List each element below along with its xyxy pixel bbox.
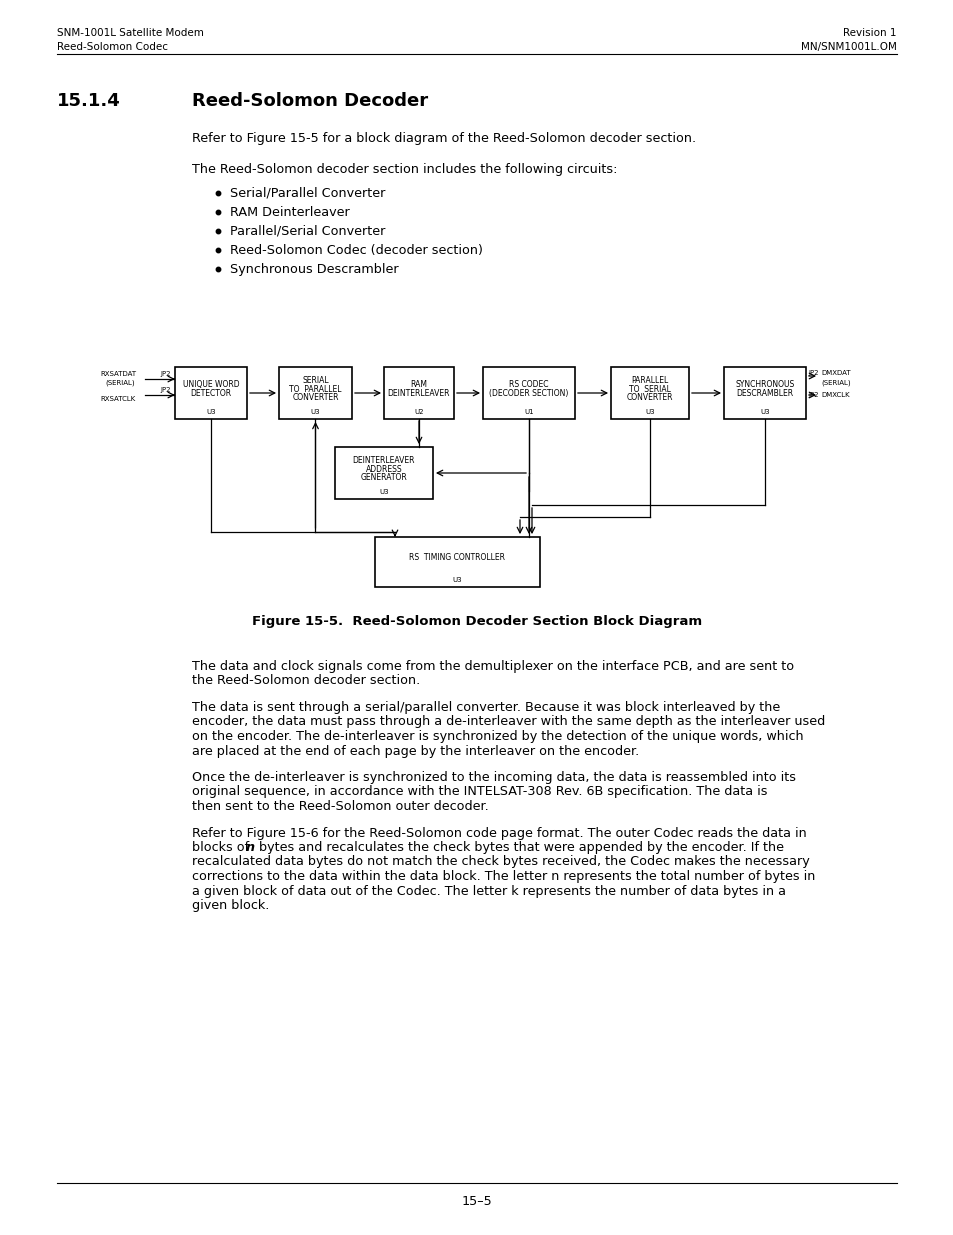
Text: The Reed-Solomon decoder section includes the following circuits:: The Reed-Solomon decoder section include… [192, 163, 617, 177]
Text: U3: U3 [453, 578, 462, 583]
Text: Reed-Solomon Codec: Reed-Solomon Codec [57, 42, 168, 52]
Text: on the encoder. The de-interleaver is synchronized by the detection of the uniqu: on the encoder. The de-interleaver is sy… [192, 730, 802, 743]
Text: TO  SERIAL: TO SERIAL [628, 384, 670, 394]
Bar [482, 367, 575, 419]
Text: then sent to the Reed-Solomon outer decoder.: then sent to the Reed-Solomon outer deco… [192, 800, 488, 813]
Bar [723, 367, 805, 419]
Text: U3: U3 [760, 410, 769, 415]
Text: bytes and recalculates the check bytes that were appended by the encoder. If the: bytes and recalculates the check bytes t… [254, 841, 783, 853]
Bar [174, 367, 247, 419]
Text: SERIAL: SERIAL [302, 375, 329, 385]
Text: Serial/Parallel Converter: Serial/Parallel Converter [230, 186, 385, 200]
Text: Refer to Figure 15-6 for the Reed-Solomon code page format. The outer Codec read: Refer to Figure 15-6 for the Reed-Solomo… [192, 826, 806, 840]
Text: DEINTERLEAVER: DEINTERLEAVER [353, 456, 415, 466]
Text: SNM-1001L Satellite Modem: SNM-1001L Satellite Modem [57, 28, 204, 38]
Text: Reed-Solomon Codec (decoder section): Reed-Solomon Codec (decoder section) [230, 245, 482, 257]
Text: RS CODEC: RS CODEC [509, 380, 548, 389]
Bar [278, 367, 352, 419]
Text: DESCRAMBLER: DESCRAMBLER [736, 389, 793, 398]
Text: corrections to the data within the data block. The letter n represents the total: corrections to the data within the data … [192, 869, 815, 883]
Text: 15–5: 15–5 [461, 1195, 492, 1208]
Text: (SERIAL): (SERIAL) [821, 380, 850, 387]
Bar [384, 367, 454, 419]
Text: Synchronous Descrambler: Synchronous Descrambler [230, 263, 398, 275]
Text: CONVERTER: CONVERTER [626, 393, 673, 403]
Text: the Reed-Solomon decoder section.: the Reed-Solomon decoder section. [192, 674, 420, 688]
Text: JP2: JP2 [160, 370, 171, 377]
Text: RAM Deinterleaver: RAM Deinterleaver [230, 206, 350, 219]
Text: original sequence, in accordance with the INTELSAT-308 Rev. 6B specification. Th: original sequence, in accordance with th… [192, 785, 767, 799]
Text: U3: U3 [311, 410, 320, 415]
Text: Parallel/Serial Converter: Parallel/Serial Converter [230, 225, 385, 238]
Text: Figure 15-5.  Reed-Solomon Decoder Section Block Diagram: Figure 15-5. Reed-Solomon Decoder Sectio… [252, 615, 701, 629]
Text: RS  TIMING CONTROLLER: RS TIMING CONTROLLER [409, 553, 505, 562]
Text: JP2: JP2 [160, 387, 171, 393]
Text: DMXCLK: DMXCLK [821, 391, 849, 398]
Text: ADDRESS: ADDRESS [365, 464, 402, 473]
Text: JP2: JP2 [807, 370, 818, 375]
Text: DMXDAT: DMXDAT [821, 370, 850, 375]
Text: recalculated data bytes do not match the check bytes received, the Codec makes t: recalculated data bytes do not match the… [192, 856, 809, 868]
Text: U3: U3 [644, 410, 654, 415]
Text: given block.: given block. [192, 899, 269, 911]
Bar [375, 537, 539, 587]
Text: RXSATCLK: RXSATCLK [100, 396, 135, 403]
Text: PARALLEL: PARALLEL [631, 375, 668, 385]
Text: DEINTERLEAVER: DEINTERLEAVER [387, 389, 450, 398]
Text: The data and clock signals come from the demultiplexer on the interface PCB, and: The data and clock signals come from the… [192, 659, 793, 673]
Text: CONVERTER: CONVERTER [292, 393, 338, 403]
Text: U3: U3 [378, 489, 389, 495]
Bar [610, 367, 688, 419]
Text: U1: U1 [523, 410, 534, 415]
Text: RAM: RAM [410, 380, 427, 389]
Text: blocks of: blocks of [192, 841, 253, 853]
Text: Revision 1: Revision 1 [842, 28, 896, 38]
Text: UNIQUE WORD: UNIQUE WORD [182, 380, 239, 389]
Text: TO  PARALLEL: TO PARALLEL [289, 384, 341, 394]
Text: DETECTOR: DETECTOR [191, 389, 232, 398]
Text: JP2: JP2 [807, 391, 818, 398]
Text: are placed at the end of each page by the interleaver on the encoder.: are placed at the end of each page by th… [192, 745, 639, 757]
Text: Reed-Solomon Decoder: Reed-Solomon Decoder [192, 91, 428, 110]
Text: MN/SNM1001L.OM: MN/SNM1001L.OM [801, 42, 896, 52]
Text: GENERATOR: GENERATOR [360, 473, 407, 482]
Text: U3: U3 [206, 410, 215, 415]
Text: Once the de-interleaver is synchronized to the incoming data, the data is reasse: Once the de-interleaver is synchronized … [192, 771, 795, 784]
Text: 15.1.4: 15.1.4 [57, 91, 121, 110]
Text: RXSATDAT: RXSATDAT [100, 370, 136, 377]
Text: SYNCHRONOUS: SYNCHRONOUS [735, 380, 794, 389]
Text: n: n [246, 841, 254, 853]
Text: (DECODER SECTION): (DECODER SECTION) [489, 389, 568, 398]
Text: Refer to Figure 15-5 for a block diagram of the Reed-Solomon decoder section.: Refer to Figure 15-5 for a block diagram… [192, 132, 696, 144]
Text: encoder, the data must pass through a de-interleaver with the same depth as the : encoder, the data must pass through a de… [192, 715, 824, 729]
Text: The data is sent through a serial/parallel converter. Because it was block inter: The data is sent through a serial/parall… [192, 701, 780, 714]
Bar [335, 447, 433, 499]
Text: U2: U2 [414, 410, 423, 415]
Text: (SERIAL): (SERIAL) [105, 380, 134, 387]
Text: a given block of data out of the Codec. The letter k represents the number of da: a given block of data out of the Codec. … [192, 884, 785, 898]
